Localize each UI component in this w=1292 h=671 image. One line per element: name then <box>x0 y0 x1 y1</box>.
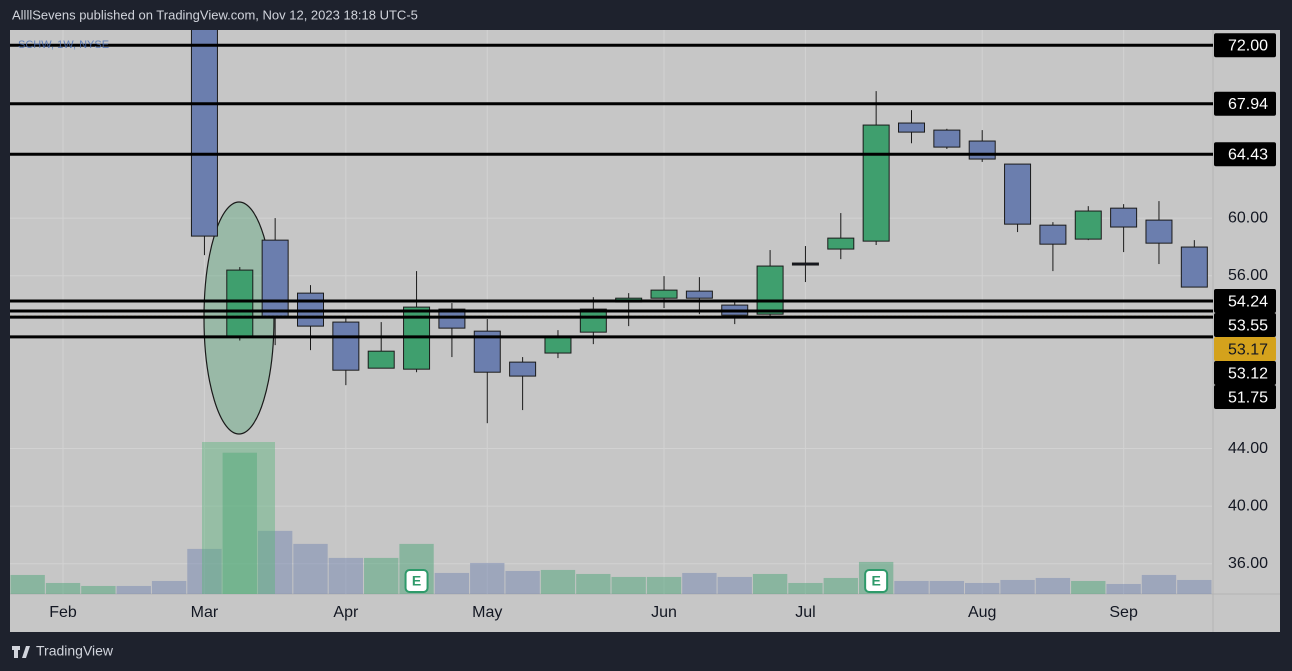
level-label: 72.00 <box>1228 37 1268 54</box>
level-label-box <box>1214 33 1276 58</box>
level-label-box <box>1214 337 1276 362</box>
volume-bar <box>823 577 858 594</box>
volume-highlight <box>202 442 275 594</box>
x-tick-label: Apr <box>333 604 359 621</box>
volume-bar <box>611 576 646 594</box>
candle-body <box>1145 219 1173 244</box>
y-tick-label: 56.00 <box>1228 267 1268 284</box>
volume-bar <box>1141 574 1177 594</box>
level-label: 51.75 <box>1228 389 1268 406</box>
level-label: 64.43 <box>1228 147 1268 164</box>
candle-body <box>1039 224 1067 245</box>
candle-body <box>226 269 254 337</box>
volume-bar <box>434 572 470 594</box>
volume-bar <box>682 572 717 594</box>
symbol-legend: SCHW, 1W, NYSE <box>18 39 109 51</box>
x-tick-label: Jul <box>795 604 815 621</box>
volume-bar <box>505 570 540 594</box>
x-tick-label: Mar <box>191 604 219 621</box>
volume-bar <box>1177 579 1212 594</box>
candle-body <box>579 308 607 333</box>
x-tick-label: Sep <box>1109 604 1138 621</box>
candle-body <box>509 361 537 377</box>
candle-body <box>862 124 890 242</box>
candle-body <box>1004 163 1032 225</box>
volume-bar <box>788 582 823 594</box>
volume-bar <box>1000 579 1035 594</box>
candle-body <box>1074 210 1102 240</box>
candle-body <box>1110 207 1138 228</box>
level-label-box <box>1214 385 1276 410</box>
volume-bar <box>965 582 1000 594</box>
level-label-box <box>1214 289 1276 314</box>
x-tick-label: Jun <box>651 604 677 621</box>
volume-bar <box>894 580 929 594</box>
chart-background <box>10 30 1280 632</box>
level-label-box <box>1214 142 1276 167</box>
x-tick-label: Aug <box>968 604 996 621</box>
volume-layer <box>10 452 1212 594</box>
volume-bar <box>45 582 81 594</box>
candle-body <box>933 129 961 148</box>
level-label: 67.94 <box>1228 96 1268 113</box>
candle-body <box>544 336 572 354</box>
y-tick-label: 44.00 <box>1228 440 1268 457</box>
event-marker <box>864 569 889 593</box>
level-label: 53.17 <box>1228 341 1268 358</box>
event-label: E <box>412 573 421 589</box>
volume-bar <box>646 576 682 594</box>
candle-body <box>898 122 925 133</box>
volume-bar <box>81 585 116 594</box>
level-label: 53.12 <box>1228 365 1268 382</box>
volume-bar <box>10 574 45 594</box>
candle-body <box>261 239 289 317</box>
y-tick-label: 36.00 <box>1228 555 1268 572</box>
level-label: 54.24 <box>1228 293 1268 310</box>
volume-bar <box>1071 580 1106 594</box>
candle-body <box>650 289 678 299</box>
volume-bar <box>929 580 965 594</box>
event-label: E <box>871 573 880 589</box>
level-layer: 72.00 67.94 64.43 54.24 53.55 53.17 53.12 51.75 <box>10 33 1276 410</box>
volume-bar <box>1035 577 1071 594</box>
volume-bar <box>540 569 576 594</box>
event-marker <box>404 569 429 593</box>
volume-bar <box>151 580 187 594</box>
level-label-box <box>1214 313 1276 338</box>
footer-logo: TradingView <box>12 643 114 659</box>
candle-body <box>827 237 855 250</box>
candle-body <box>190 30 218 237</box>
volume-bar <box>293 543 328 594</box>
candle-body <box>1180 246 1208 288</box>
candle-body <box>367 350 395 369</box>
volume-bar <box>364 557 399 594</box>
y-tick-label: 60.00 <box>1228 209 1268 226</box>
candle-body <box>685 290 713 299</box>
volume-bar <box>1106 583 1141 594</box>
candle-body <box>332 321 360 371</box>
header: AllllSevens published on TradingView.com… <box>12 7 418 22</box>
volume-bar <box>116 585 151 594</box>
level-label-box <box>1214 91 1276 116</box>
volume-bar <box>187 548 222 594</box>
volume-bar <box>257 530 293 594</box>
x-tick-label: Feb <box>49 604 77 621</box>
volume-bar <box>717 576 752 594</box>
level-label-box <box>1214 361 1276 386</box>
y-tick-label: 40.00 <box>1228 497 1268 514</box>
volume-bar <box>752 573 788 594</box>
candle-body <box>968 140 996 160</box>
footer: TradingView <box>36 643 114 659</box>
level-label: 53.55 <box>1228 317 1268 334</box>
volume-bar <box>470 562 505 594</box>
volume-bar <box>222 452 257 594</box>
candle-body <box>791 262 819 266</box>
volume-bar <box>328 557 364 594</box>
volume-bar <box>576 573 611 594</box>
candle-body <box>756 265 784 315</box>
x-tick-label: May <box>472 604 502 621</box>
